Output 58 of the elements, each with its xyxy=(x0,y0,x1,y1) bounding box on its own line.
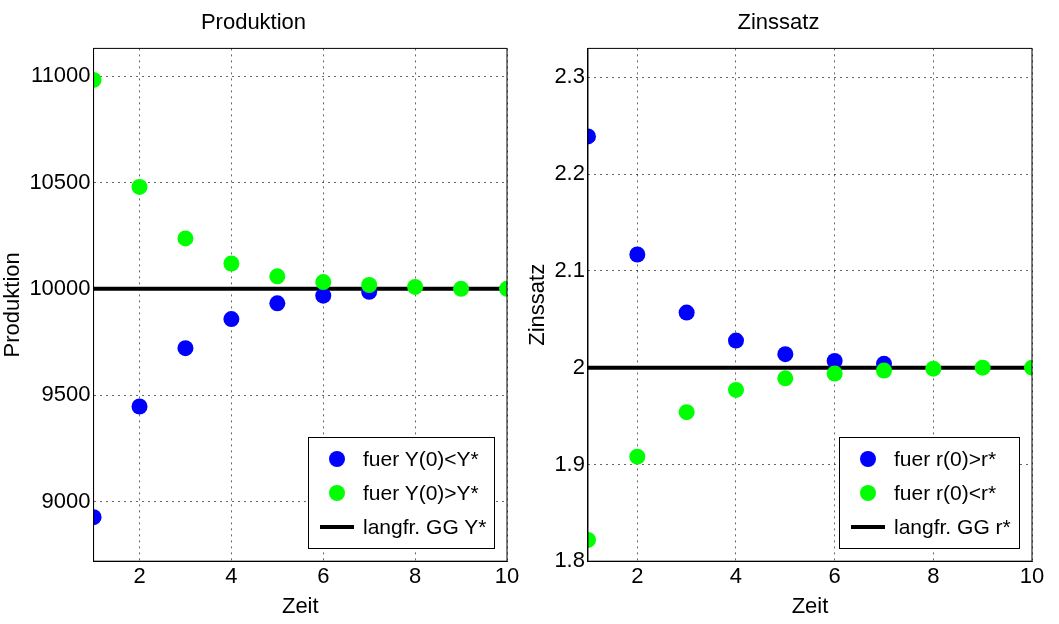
point xyxy=(453,280,470,297)
x-tick-label: 2 xyxy=(631,563,644,589)
x-tick-label: 8 xyxy=(409,563,422,589)
y-tick-label: 1.9 xyxy=(554,450,585,476)
point xyxy=(875,362,892,379)
point xyxy=(315,287,332,304)
point xyxy=(925,360,942,377)
point xyxy=(727,381,744,398)
y-axis-title: Zinssatz xyxy=(524,263,550,346)
point xyxy=(177,230,194,247)
legend-label: fuer r(0)<r* xyxy=(894,480,997,507)
x-axis-title: Zeit xyxy=(791,592,829,618)
point xyxy=(269,295,286,312)
point xyxy=(777,346,794,363)
point xyxy=(315,274,332,291)
x-tick-label: 10 xyxy=(1019,563,1045,589)
legend-label: fuer r(0)>r* xyxy=(894,446,997,473)
point xyxy=(629,246,646,263)
legend-label: fuer Y(0)<Y* xyxy=(363,446,479,473)
point xyxy=(131,178,148,195)
point xyxy=(678,404,695,421)
x-tick-label: 10 xyxy=(494,563,520,589)
x-tick-label: 4 xyxy=(729,563,743,589)
y-tick-label: 1.8 xyxy=(554,547,585,573)
legend-label: langfr. GG Y* xyxy=(363,514,487,541)
x-tick-label: 6 xyxy=(828,563,841,589)
point xyxy=(223,255,240,272)
point xyxy=(269,268,286,285)
legend-label: fuer Y(0)>Y* xyxy=(363,480,479,507)
point xyxy=(826,365,843,382)
point xyxy=(361,277,378,294)
point xyxy=(974,359,991,376)
x-tick-label: 4 xyxy=(225,563,238,589)
x-axis-title: Zeit xyxy=(281,592,319,618)
y-axis-title: Produktion xyxy=(0,252,25,358)
y-tick-label: 10000 xyxy=(29,274,91,300)
y-tick-label: 2.1 xyxy=(554,257,585,282)
chart-title: Produktion xyxy=(200,9,307,35)
legend-label: langfr. GG r* xyxy=(894,514,1011,541)
x-tick-label: 8 xyxy=(927,563,940,589)
chart-title: Zinssatz xyxy=(737,9,820,35)
y-tick-label: 10500 xyxy=(29,168,91,194)
point xyxy=(223,311,240,328)
x-tick-label: 6 xyxy=(317,563,330,589)
y-tick-label: 9500 xyxy=(41,381,91,407)
point xyxy=(407,278,424,295)
y-tick-label: 11000 xyxy=(31,62,91,88)
point xyxy=(629,448,646,465)
y-tick-label: 2 xyxy=(572,353,585,379)
x-tick-label: 2 xyxy=(133,563,146,589)
point xyxy=(777,370,794,387)
y-tick-label: 2.2 xyxy=(554,160,585,186)
point xyxy=(131,398,148,415)
y-tick-label: 9000 xyxy=(41,487,91,513)
y-tick-label: 2.3 xyxy=(554,63,585,89)
point xyxy=(177,340,194,357)
point xyxy=(678,304,695,321)
point xyxy=(727,332,744,349)
